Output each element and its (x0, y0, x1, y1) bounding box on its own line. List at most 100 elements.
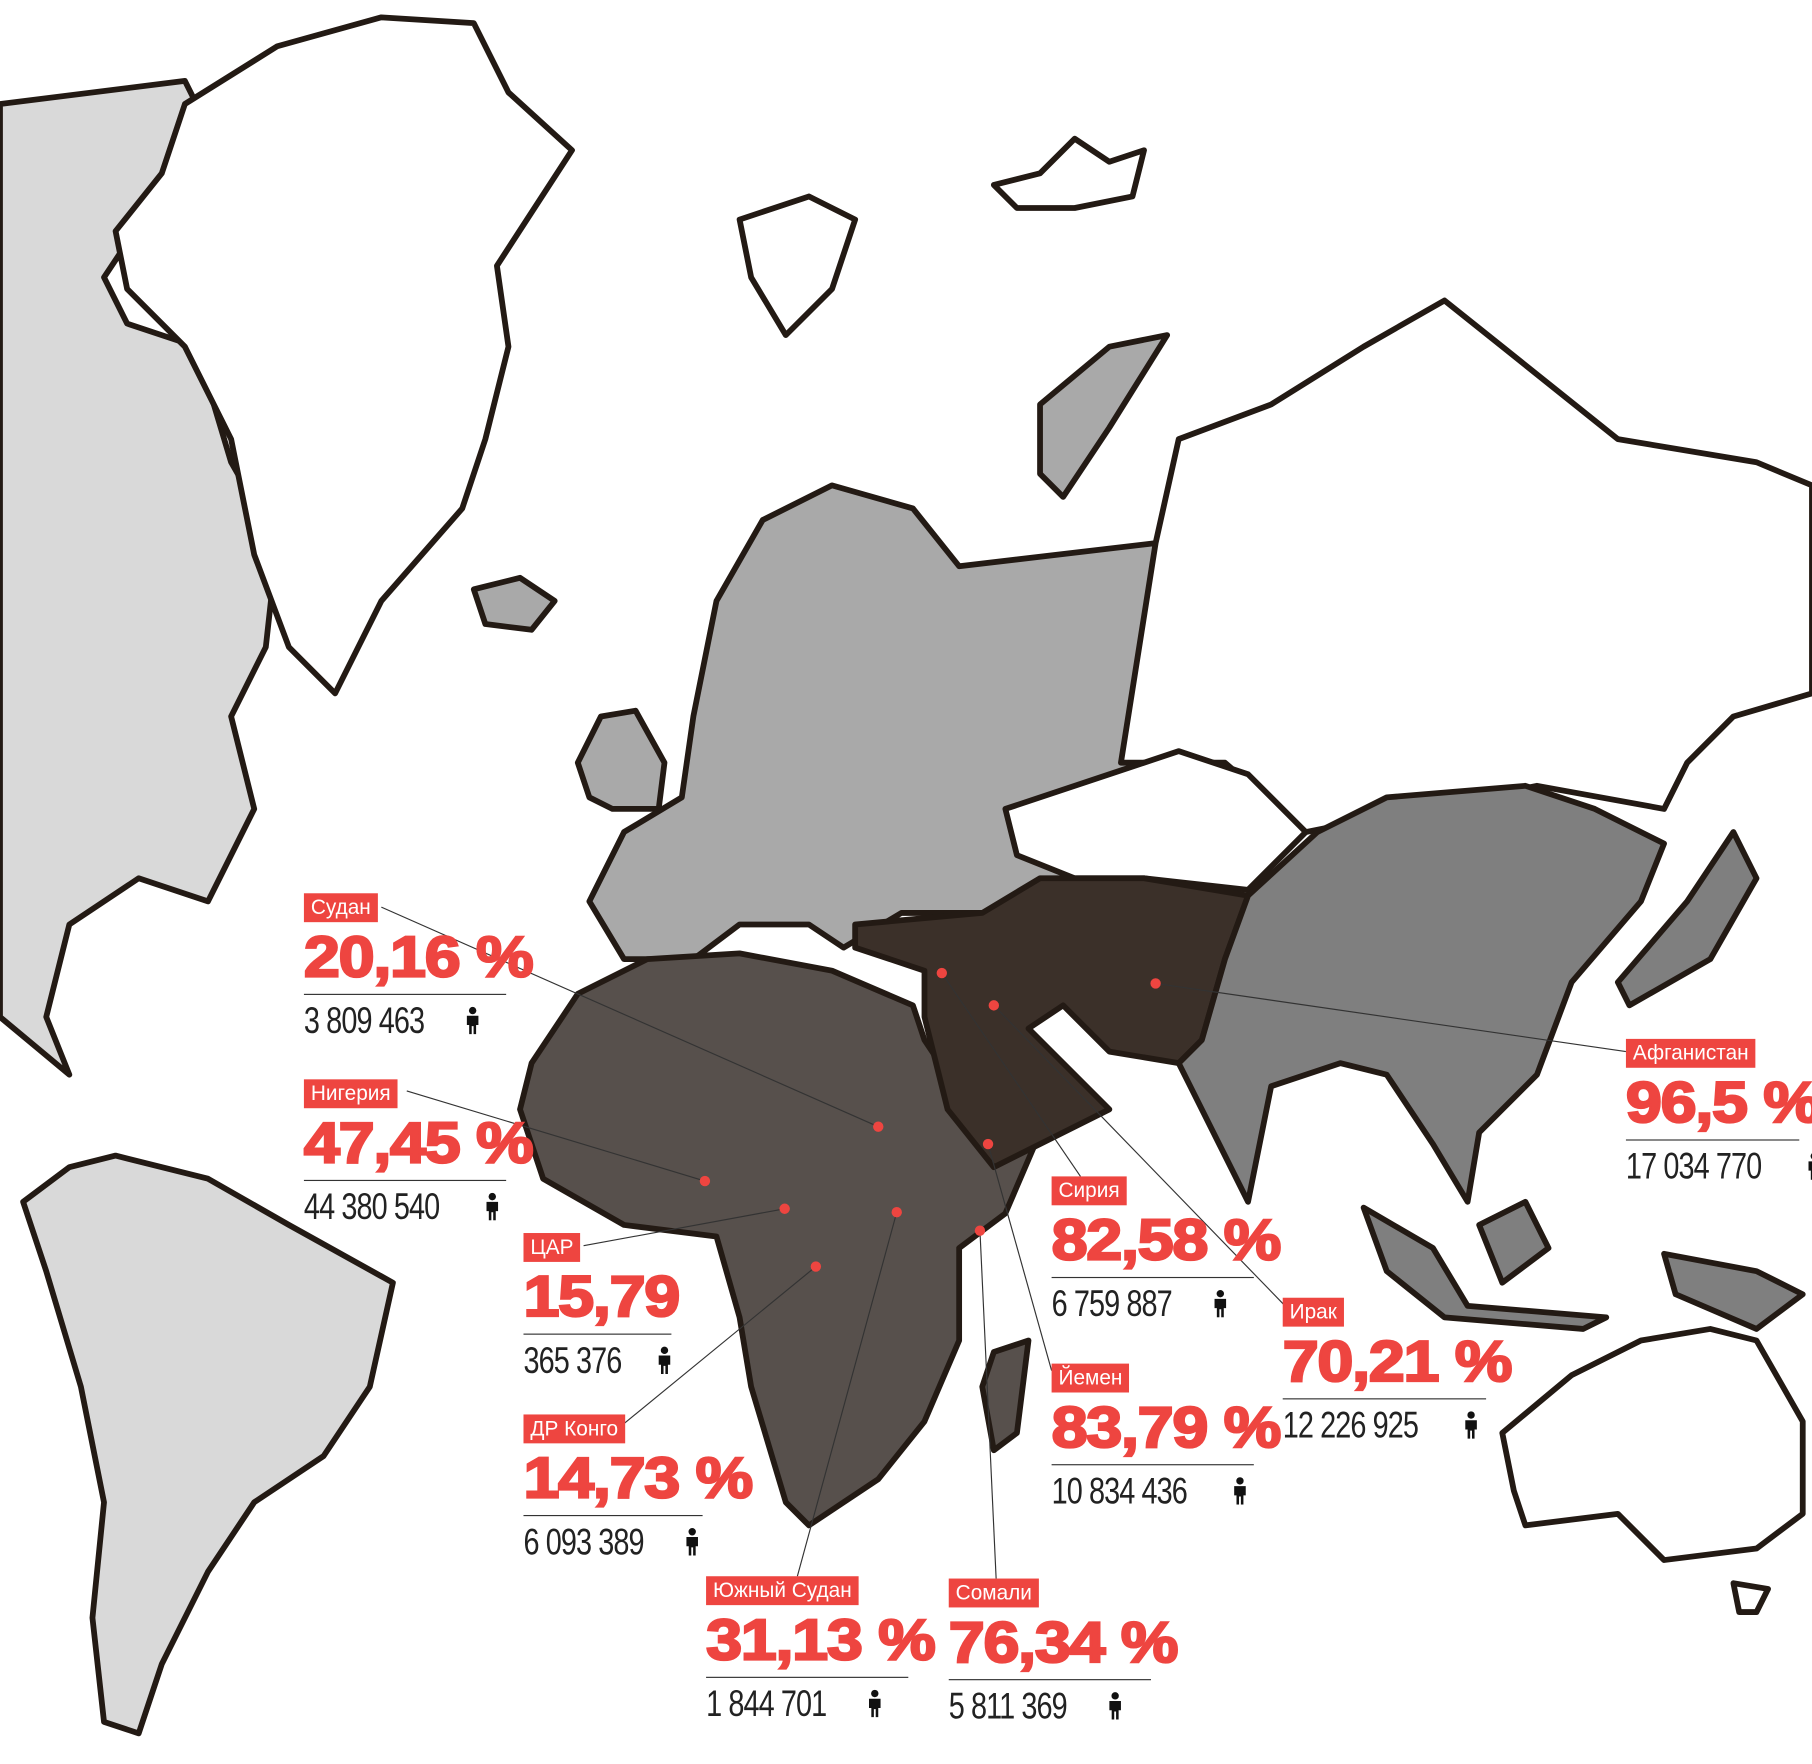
country-name-label: Афганистан (1625, 1038, 1756, 1068)
country-callout: Афганистан 96,5 % 17 034 770 (1625, 1038, 1812, 1189)
population-value: 6 759 887 (1051, 1282, 1173, 1325)
percent-value: 31,13 % (705, 1607, 937, 1673)
country-marker (873, 1121, 884, 1132)
person-icon (1808, 1153, 1812, 1180)
person-icon (1234, 1477, 1246, 1505)
country-markers (699, 967, 1161, 1272)
population-value: 6 093 389 (523, 1520, 644, 1563)
leader-line (979, 1230, 997, 1579)
population-row: 3 809 463 (304, 997, 506, 1043)
country-marker (891, 1207, 902, 1218)
population-value: 365 376 (523, 1339, 622, 1381)
country-marker (974, 1225, 986, 1236)
japan (1614, 829, 1760, 1009)
middle-east (852, 875, 1251, 1171)
leader-line (987, 1143, 1053, 1371)
country-name-label: Нигерия (303, 1079, 398, 1109)
divider (1625, 1139, 1800, 1141)
population-value: 44 380 540 (303, 1185, 440, 1228)
leader-line (381, 906, 879, 1128)
country-marker (810, 1261, 822, 1272)
madagascar (979, 1337, 1032, 1454)
country-callout: Судан 20,16 % 3 809 463 (303, 893, 535, 1043)
borneo (1476, 1198, 1552, 1286)
country-name-label: Сирия (1051, 1176, 1127, 1206)
population-value: 3 809 463 (303, 999, 425, 1042)
svalbard (736, 193, 859, 339)
tasmania (1730, 1580, 1771, 1615)
leader-line (941, 972, 1081, 1177)
divider (1051, 1464, 1254, 1466)
divider (303, 1179, 507, 1182)
person-icon (686, 1528, 699, 1556)
leader-line (583, 1208, 785, 1247)
leader-line (796, 1212, 898, 1577)
kazakhstan (1002, 748, 1309, 893)
population-value: 12 226 925 (1282, 1404, 1419, 1446)
country-callout: Южный Судан 31,13 % 1 844 701 (705, 1576, 937, 1726)
leader-lines (381, 906, 1627, 1579)
percent-value: 82,58 % (1050, 1207, 1282, 1273)
sumatra-java (1360, 1204, 1610, 1332)
south-east-asia (1175, 782, 1667, 1205)
africa (517, 950, 1043, 1529)
population-value: 10 834 436 (1051, 1469, 1188, 1512)
population-row: 6 093 389 (523, 1518, 702, 1564)
country-marker (982, 1138, 994, 1150)
percent-value: 14,73 % (522, 1445, 754, 1511)
country-callout: Ирак 70,21 % 12 226 925 (1281, 1297, 1514, 1448)
percent-value: 96,5 % (1625, 1070, 1812, 1135)
iceland (470, 574, 558, 633)
percent-value: 47,45 % (303, 1110, 535, 1176)
percent-value: 15,79 (522, 1264, 681, 1329)
population-row: 10 834 436 (1052, 1468, 1254, 1514)
arctic-islands (990, 135, 1147, 211)
person-icon (658, 1346, 670, 1375)
country-callout: Нигерия 47,45 % 44 380 540 (303, 1079, 535, 1229)
leader-line (617, 1266, 817, 1429)
person-icon (1109, 1692, 1121, 1720)
country-callout: ДР Конго 14,73 % 6 093 389 (522, 1414, 754, 1564)
person-icon (869, 1689, 881, 1718)
country-callout: Йемен 83,79 % 10 834 436 (1050, 1363, 1283, 1514)
country-callout: Сирия 82,58 % 6 759 887 (1050, 1176, 1283, 1326)
divider (948, 1679, 1151, 1681)
percent-value: 83,79 % (1050, 1394, 1282, 1460)
greenland (112, 14, 575, 697)
population-row: 17 034 770 (1626, 1143, 1812, 1189)
person-icon (486, 1192, 499, 1221)
country-name-label: Южный Судан (706, 1576, 859, 1606)
population-row: 12 226 925 (1283, 1402, 1486, 1448)
country-marker (779, 1203, 790, 1214)
country-marker (936, 967, 948, 979)
divider (303, 993, 507, 995)
country-name-label: Судан (303, 893, 378, 923)
population-value: 5 811 369 (948, 1684, 1068, 1727)
percent-value: 20,16 % (303, 924, 535, 990)
person-icon (1465, 1411, 1478, 1439)
divider (706, 1676, 909, 1678)
country-name-label: Сомали (948, 1578, 1039, 1608)
country-marker (988, 1000, 1000, 1011)
divider (1282, 1398, 1487, 1400)
divider (1051, 1276, 1254, 1279)
population-row: 1 844 701 (706, 1680, 908, 1726)
novaya-zemlya (1037, 332, 1171, 500)
australia (1499, 1326, 1806, 1563)
population-row: 365 376 (523, 1337, 671, 1383)
percent-value: 76,34 % (947, 1609, 1179, 1675)
country-name-label: ЦАР (523, 1233, 581, 1262)
new-guinea (1661, 1250, 1806, 1332)
country-name-label: ДР Конго (523, 1414, 625, 1444)
divider (523, 1333, 672, 1335)
country-marker (699, 1175, 711, 1187)
percent-value: 70,21 % (1281, 1328, 1513, 1394)
country-callout: Сомали 76,34 % 5 811 369 (947, 1578, 1180, 1729)
british-isles (574, 707, 668, 812)
person-icon (1214, 1289, 1227, 1318)
population-row: 5 811 369 (949, 1683, 1151, 1729)
leader-line (1155, 982, 1627, 1053)
population-value: 1 844 701 (706, 1682, 827, 1725)
